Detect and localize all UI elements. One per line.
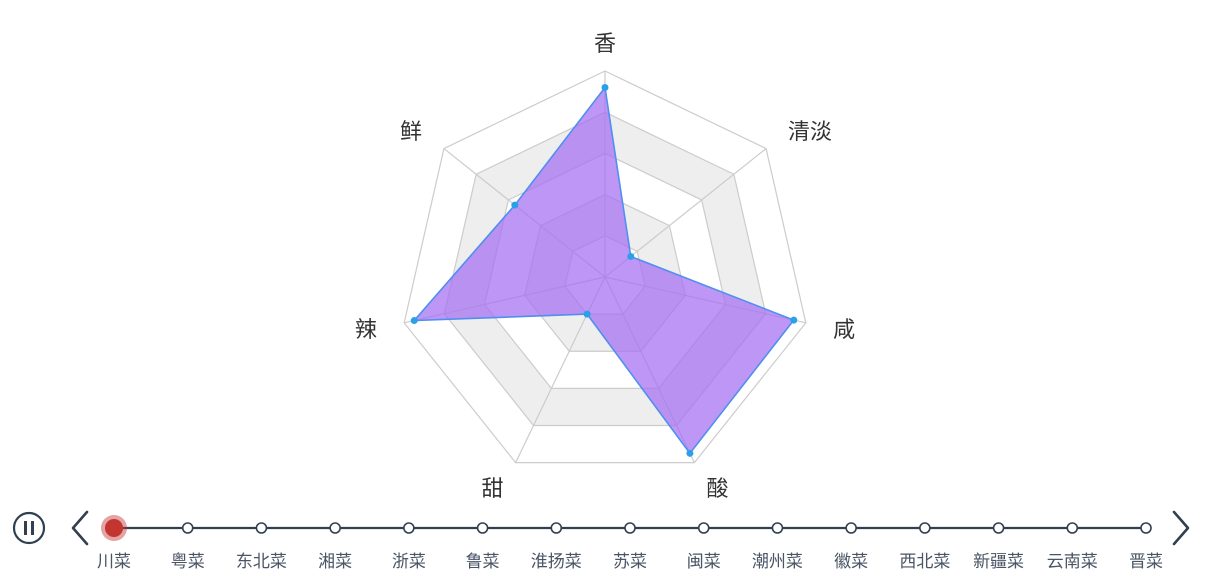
timeline-node[interactable]: [1140, 522, 1152, 534]
timeline-label[interactable]: 闽菜: [687, 552, 721, 572]
radar-axis-label: 甜: [481, 477, 503, 502]
chevron-right-icon: [1172, 510, 1190, 546]
pause-button[interactable]: [12, 511, 46, 545]
radar-axis-label: 酸: [707, 477, 729, 502]
timeline-label[interactable]: 潮州菜: [752, 552, 803, 572]
timeline-labels: 川菜 粤菜 东北菜 湘菜 浙菜 鲁菜 淮扬菜 苏菜 闽菜 潮州菜 徽菜 西北菜 新疆菜 云南菜 晋菜: [97, 552, 1163, 572]
radar-axis-label: 辣: [355, 318, 377, 343]
timeline: 川菜 粤菜 东北菜 湘菜 浙菜 鲁菜 淮扬菜 苏菜 闽菜 潮州菜 徽菜 西北菜 新疆菜 云南菜 晋菜: [12, 508, 1192, 572]
timeline-label[interactable]: 浙菜: [392, 552, 426, 572]
pause-icon: [24, 521, 34, 535]
timeline-label[interactable]: 鲁菜: [466, 552, 500, 572]
timeline-label[interactable]: 晋菜: [1129, 552, 1163, 572]
timeline-node[interactable]: [845, 522, 857, 534]
timeline-label[interactable]: 西北菜: [899, 552, 950, 572]
timeline-nodes: [101, 515, 1152, 541]
radar-point[interactable]: [790, 316, 798, 324]
timeline-label[interactable]: 新疆菜: [973, 552, 1024, 572]
timeline-label[interactable]: 湘菜: [318, 552, 352, 572]
radar-point[interactable]: [601, 83, 609, 91]
radar-series-area: [412, 85, 796, 455]
radar-axis-label: 清淡: [788, 120, 832, 145]
timeline-node-active[interactable]: [105, 519, 123, 537]
timeline-node[interactable]: [697, 522, 710, 534]
prev-button[interactable]: [68, 508, 92, 548]
timeline-node[interactable]: [329, 522, 341, 534]
timeline-label[interactable]: 粤菜: [171, 552, 205, 572]
radar-series: [410, 83, 798, 457]
timeline-node[interactable]: [403, 522, 415, 534]
radar-axis-label: 香: [594, 32, 616, 57]
timeline-node[interactable]: [919, 522, 931, 534]
timeline-node[interactable]: [992, 522, 1005, 534]
radar-axis-label: 鲜: [400, 120, 422, 145]
chevron-left-icon: [71, 510, 89, 546]
timeline-label[interactable]: 徽菜: [834, 552, 868, 572]
timeline-node[interactable]: [255, 522, 268, 534]
timeline-label[interactable]: 东北菜: [236, 552, 287, 572]
radar-point[interactable]: [583, 310, 591, 318]
timeline-node[interactable]: [550, 522, 563, 534]
timeline-node[interactable]: [624, 522, 636, 534]
timeline-node[interactable]: [1066, 522, 1079, 534]
timeline-node[interactable]: [771, 522, 784, 534]
timeline-node[interactable]: [476, 522, 489, 534]
radar-axis-label: 咸: [833, 318, 855, 343]
timeline-label[interactable]: 云南菜: [1047, 552, 1098, 572]
radar-point[interactable]: [627, 252, 635, 260]
timeline-label[interactable]: 川菜: [97, 552, 131, 572]
radar-point[interactable]: [686, 449, 694, 457]
radar-point[interactable]: [511, 201, 519, 209]
timeline-label[interactable]: 苏菜: [613, 552, 647, 572]
timeline-node[interactable]: [181, 522, 194, 534]
timeline-label[interactable]: 淮扬菜: [531, 552, 582, 572]
radar-point[interactable]: [410, 317, 418, 325]
next-button[interactable]: [1168, 508, 1192, 548]
